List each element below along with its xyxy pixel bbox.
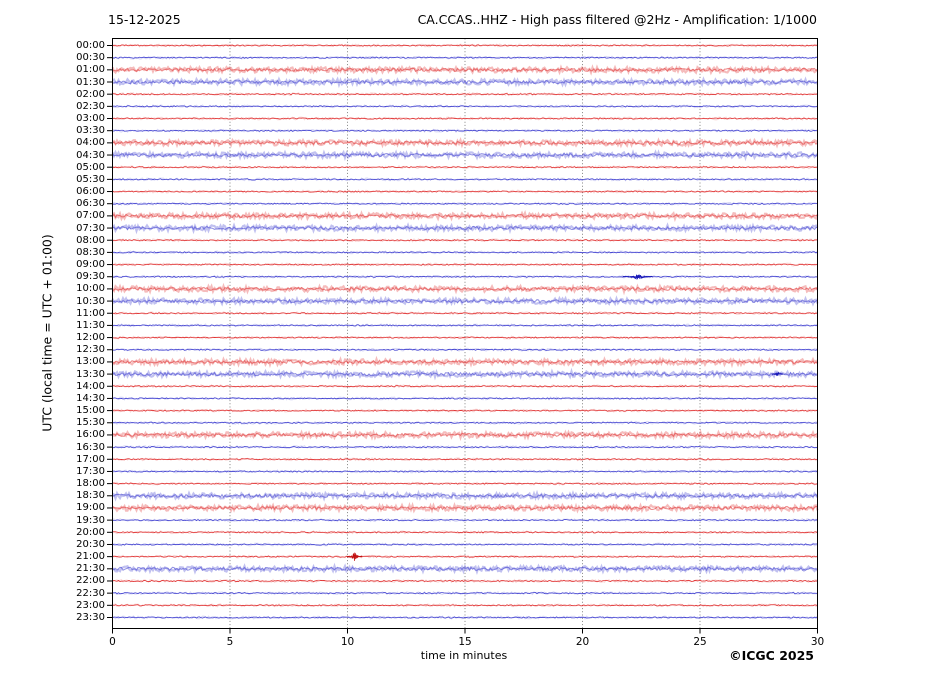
x-axis-label: time in minutes (420, 649, 508, 662)
y-tick-label: 14:00 (76, 380, 105, 392)
y-tick-label: 17:00 (76, 453, 105, 465)
y-tick-label: 23:30 (76, 611, 105, 623)
y-tick-label: 19:00 (76, 502, 105, 514)
y-tick-label: 03:00 (76, 113, 105, 125)
y-tick-label: 12:30 (76, 344, 105, 356)
chart-title: CA.CCAS..HHZ - High pass filtered @2Hz -… (417, 12, 817, 27)
x-tick-label: 30 (810, 636, 825, 648)
y-tick-label: 14:30 (76, 392, 105, 404)
y-tick-label: 10:30 (76, 295, 105, 307)
credit-label: ©ICGC 2025 (729, 648, 814, 663)
y-tick-label: 19:30 (76, 514, 105, 526)
y-tick-label: 08:00 (76, 234, 105, 246)
y-tick-label: 22:00 (76, 575, 105, 587)
y-tick-label: 01:30 (76, 76, 105, 88)
y-tick-label: 05:00 (76, 161, 105, 173)
y-tick-label: 01:00 (76, 64, 105, 76)
y-tick-label: 22:30 (76, 587, 105, 599)
y-tick-label: 23:00 (76, 599, 105, 611)
y-tick-label: 08:30 (76, 246, 105, 258)
y-tick-label: 18:00 (76, 478, 105, 490)
x-tick-label: 15 (458, 636, 472, 648)
y-tick-label: 09:30 (76, 271, 105, 283)
y-tick-label: 10:00 (76, 283, 105, 295)
y-tick-label: 09:00 (76, 259, 105, 271)
y-tick-label: 06:30 (76, 198, 105, 210)
date-label: 15-12-2025 (108, 12, 181, 27)
y-tick-label: 13:00 (76, 356, 105, 368)
x-tick-label: 10 (340, 636, 355, 648)
y-tick-label: 17:30 (76, 465, 105, 477)
y-tick-label: 02:00 (76, 88, 105, 100)
x-tick-label: 0 (109, 636, 116, 648)
y-tick-label: 20:30 (76, 538, 105, 550)
y-tick-label: 11:00 (76, 307, 105, 319)
y-tick-label: 04:30 (76, 149, 105, 161)
y-tick-label: 05:30 (76, 173, 105, 185)
y-tick-label: 03:30 (76, 125, 105, 137)
y-tick-label: 02:30 (76, 100, 105, 112)
y-tick-label: 15:30 (76, 417, 105, 429)
y-tick-label: 07:00 (76, 210, 105, 222)
y-tick-label: 13:30 (76, 368, 105, 380)
y-tick-label: 16:30 (76, 441, 105, 453)
y-tick-label: 00:00 (76, 40, 105, 51)
y-tick-label: 12:00 (76, 332, 105, 344)
y-tick-label: 11:30 (76, 319, 105, 331)
y-tick-label: 06:00 (76, 186, 105, 198)
y-tick-label: 21:30 (76, 563, 105, 575)
y-tick-label: 15:00 (76, 405, 105, 417)
y-tick-label: 20:00 (76, 526, 105, 538)
x-tick-label: 20 (575, 636, 590, 648)
y-tick-label: 07:30 (76, 222, 105, 234)
y-tick-label: 04:00 (76, 137, 105, 149)
y-tick-label: 18:30 (76, 490, 105, 502)
y-tick-label: 00:30 (76, 52, 105, 64)
x-tick-label: 5 (226, 636, 234, 648)
y-tick-label: 16:00 (76, 429, 105, 441)
x-tick-label: 25 (693, 636, 707, 648)
y-tick-label: 21:00 (76, 551, 105, 563)
